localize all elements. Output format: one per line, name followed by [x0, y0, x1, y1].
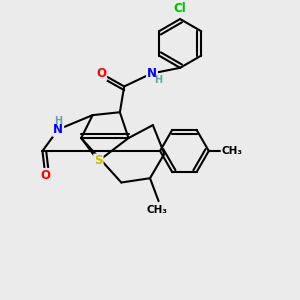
Text: Cl: Cl — [174, 2, 187, 16]
Text: CH₃: CH₃ — [147, 205, 168, 215]
Text: O: O — [96, 67, 106, 80]
Text: H: H — [154, 75, 163, 85]
Text: O: O — [40, 169, 50, 182]
Text: S: S — [94, 154, 103, 167]
Text: N: N — [53, 123, 63, 136]
Text: H: H — [54, 116, 62, 126]
Text: N: N — [147, 67, 157, 80]
Text: CH₃: CH₃ — [221, 146, 242, 156]
